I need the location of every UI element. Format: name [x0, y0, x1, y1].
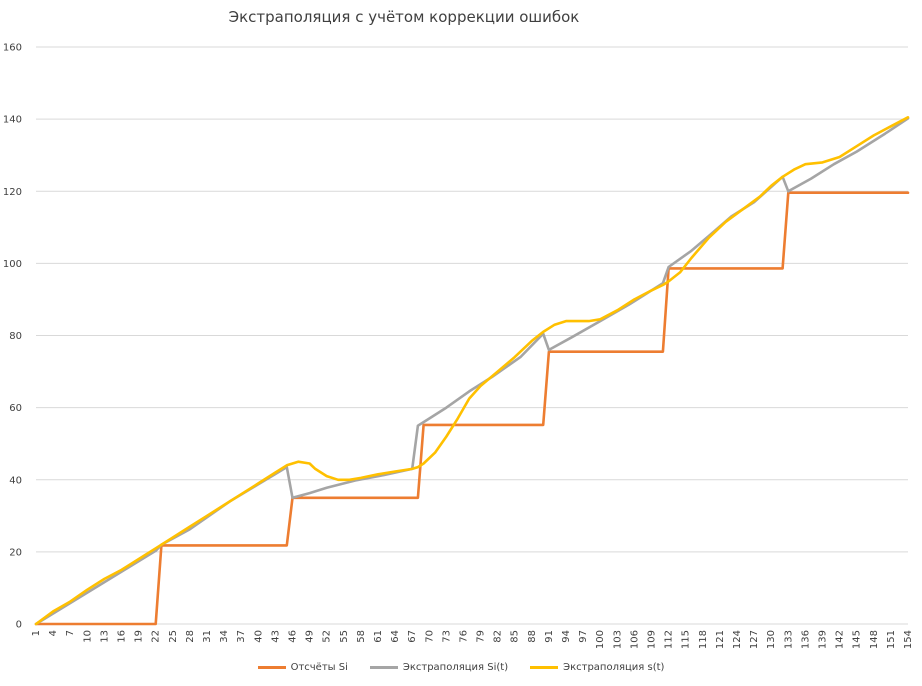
legend: Отсчёты Si Экстраполяция Si(t) Экстрапол… [0, 662, 922, 673]
x-tick-label: 139 [818, 630, 829, 649]
x-tick-label: 118 [698, 630, 709, 649]
x-tick-label: 85 [510, 630, 521, 643]
legend-label-extrapolation-si: Экстраполяция Si(t) [402, 662, 509, 673]
x-tick-label: 97 [578, 630, 589, 643]
x-tick-label: 37 [236, 630, 247, 643]
y-tick-label: 40 [9, 475, 22, 486]
legend-item-extrapolation-s: Экстраполяция s(t) [530, 662, 664, 673]
chart-title: Экстраполяция с учётом коррекции ошибок [228, 8, 580, 26]
x-tick-label: 16 [116, 630, 127, 643]
x-tick-label: 25 [168, 630, 179, 643]
legend-item-extrapolation-si: Экстраполяция Si(t) [369, 662, 509, 673]
legend-swatch-extrapolation-si [369, 666, 398, 669]
series-line-extrapolation-si [34, 117, 910, 626]
x-tick-label: 76 [458, 630, 469, 643]
legend-item-samples: Отсчёты Si [257, 662, 348, 673]
x-tick-label: 133 [783, 630, 794, 649]
x-tick-label: 82 [493, 630, 504, 643]
x-tick-label: 28 [185, 630, 196, 643]
x-tick-label: 121 [715, 630, 726, 649]
x-tick-label: 13 [99, 630, 110, 643]
y-tick-label: 20 [9, 547, 22, 558]
x-tick-label: 151 [886, 630, 897, 649]
x-tick-label: 115 [681, 630, 692, 649]
legend-label-samples: Отсчёты Si [290, 662, 348, 673]
x-tick-label: 88 [527, 630, 538, 643]
x-tick-label: 73 [441, 630, 452, 643]
x-tick-label: 136 [800, 630, 811, 649]
x-tick-label: 94 [561, 630, 572, 643]
y-tick-label: 60 [9, 403, 22, 414]
x-tick-label: 43 [270, 630, 281, 643]
series-lines [34, 116, 910, 626]
y-tick-labels: 0 20 40 60 80 100 120 140 160 [3, 43, 22, 631]
x-tick-label: 124 [732, 630, 743, 649]
x-tick-label: 22 [151, 630, 162, 643]
x-tick-label: 52 [322, 630, 333, 643]
x-tick-label: 100 [595, 630, 606, 649]
legend-label-extrapolation-s: Экстраполяция s(t) [563, 662, 665, 673]
x-tick-label: 1 [31, 630, 42, 636]
series-line-samples [34, 191, 910, 626]
x-tick-label: 34 [219, 630, 230, 643]
x-tick-label: 10 [82, 630, 93, 643]
x-tick-label: 40 [253, 630, 264, 643]
x-tick-label: 31 [202, 630, 213, 643]
gridlines [36, 46, 908, 625]
y-tick-label: 80 [9, 331, 22, 342]
series-line-extrapolation-s [34, 116, 910, 626]
x-tick-label: 46 [287, 630, 298, 643]
y-tick-label: 140 [3, 115, 22, 126]
x-tick-label: 142 [835, 630, 846, 649]
x-tick-label: 70 [424, 630, 435, 643]
x-tick-label: 4 [48, 630, 59, 636]
legend-swatch-samples [257, 666, 286, 669]
x-tick-label: 109 [647, 630, 658, 649]
x-tick-label: 91 [544, 630, 555, 643]
x-tick-label: 154 [903, 630, 914, 649]
y-tick-label: 160 [3, 43, 22, 54]
x-tick-labels: 1 4 7 10 13 16 19 22 25 28 31 34 37 40 43 46 49 52 55 58 61 6… [31, 630, 914, 649]
x-tick-label: 127 [749, 630, 760, 649]
y-tick-label: 120 [3, 187, 22, 198]
x-tick-label: 145 [852, 630, 863, 649]
x-tick-label: 67 [407, 630, 418, 643]
y-tick-label: 0 [16, 620, 22, 631]
x-tick-label: 106 [629, 630, 640, 649]
x-tick-label: 130 [766, 630, 777, 649]
x-tick-label: 64 [390, 630, 401, 643]
x-tick-label: 61 [373, 630, 384, 643]
x-tick-label: 148 [869, 630, 880, 649]
x-tick-label: 19 [134, 630, 145, 643]
x-tick-label: 55 [339, 630, 350, 643]
x-tick-label: 49 [305, 630, 316, 643]
x-tick-label: 79 [476, 630, 487, 643]
legend-swatch-extrapolation-s [530, 666, 559, 669]
y-tick-label: 100 [3, 259, 22, 270]
x-tick-label: 103 [612, 630, 623, 649]
x-tick-label: 58 [356, 630, 367, 643]
x-tick-label: 7 [65, 630, 76, 636]
x-tick-label: 112 [664, 630, 675, 649]
